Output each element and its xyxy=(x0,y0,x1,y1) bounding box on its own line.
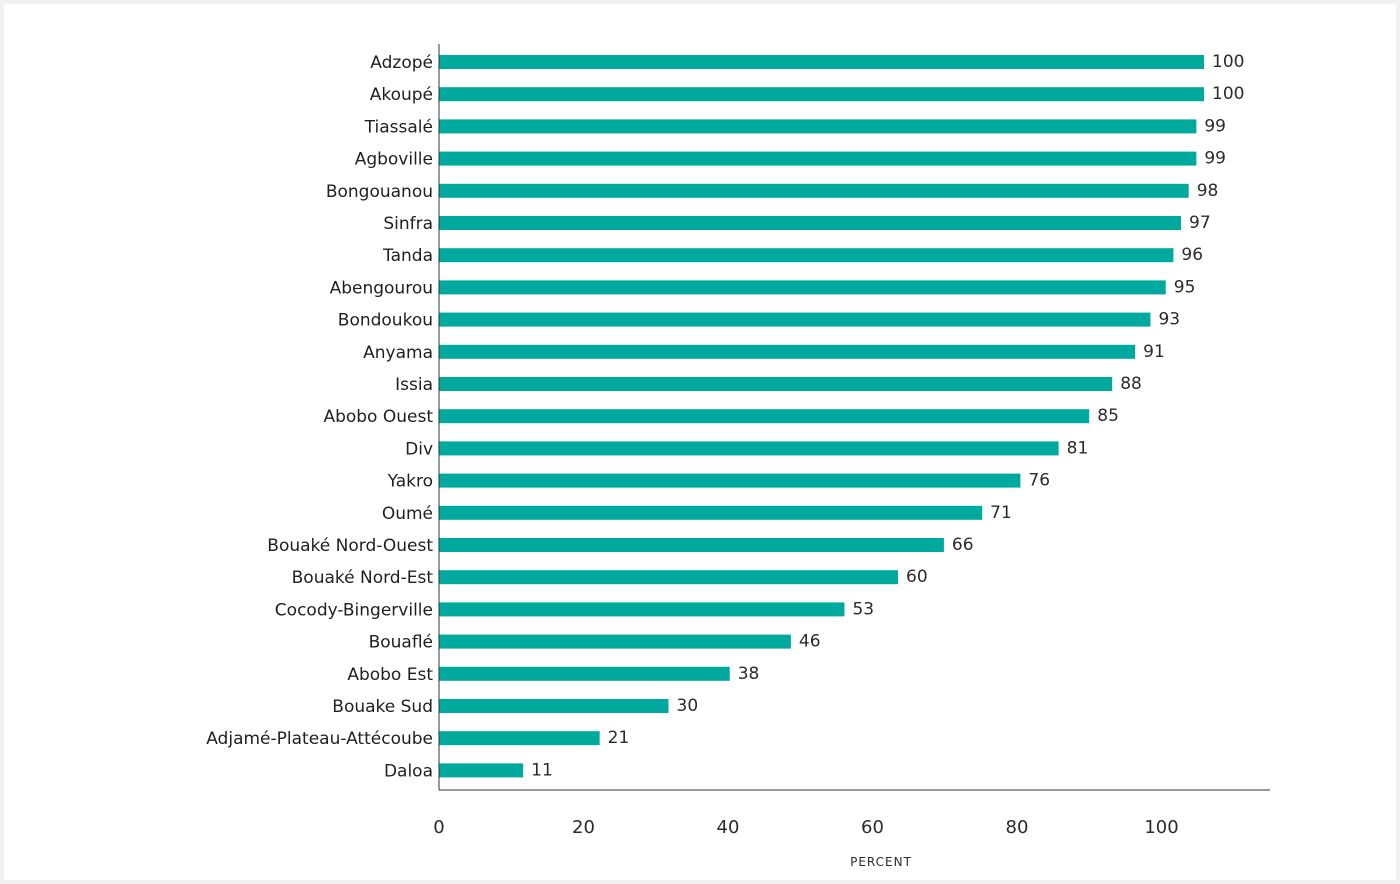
bar-6 xyxy=(439,248,1174,263)
bar-22 xyxy=(439,763,524,778)
bar-10 xyxy=(439,377,1113,391)
bar-21 xyxy=(439,731,600,746)
category-label-22: Daloa xyxy=(384,761,433,781)
value-label-14: 71 xyxy=(990,503,1012,523)
bar-20 xyxy=(439,699,669,713)
x-tick-label-5: 100 xyxy=(1144,817,1178,838)
category-labels: Adzopé Akoupé Tiassalé Agboville Bongouanou S… xyxy=(206,53,433,781)
value-label-21: 21 xyxy=(608,728,630,748)
x-tick-label-2: 40 xyxy=(717,817,740,838)
value-label-1: 100 xyxy=(1212,84,1244,104)
bar-18 xyxy=(439,634,791,649)
value-label-16: 60 xyxy=(906,567,928,587)
value-label-0: 100 xyxy=(1212,52,1244,72)
category-label-0: Adzopé xyxy=(370,53,433,73)
bar-chart: Adzopé Akoupé Tiassalé Agboville Bongouanou S… xyxy=(206,44,1270,869)
value-label-4: 98 xyxy=(1197,181,1219,201)
value-label-19: 38 xyxy=(738,664,760,684)
value-label-9: 91 xyxy=(1143,342,1165,362)
category-label-12: Div xyxy=(405,439,433,459)
category-label-2: Tiassalé xyxy=(364,117,433,137)
bar-3 xyxy=(439,151,1197,166)
value-label-2: 99 xyxy=(1204,116,1226,136)
bar-1 xyxy=(439,87,1204,102)
value-label-5: 97 xyxy=(1189,213,1211,233)
value-label-6: 96 xyxy=(1181,245,1203,265)
category-label-5: Sinfra xyxy=(383,214,433,234)
category-label-19: Abobo Est xyxy=(347,665,433,685)
x-tick-label-1: 20 xyxy=(572,817,595,838)
value-label-3: 99 xyxy=(1204,149,1226,169)
category-label-17: Cocody-Bingerville xyxy=(275,600,433,620)
bar-8 xyxy=(439,312,1151,327)
bar-0 xyxy=(439,55,1204,69)
category-label-7: Abengourou xyxy=(330,278,433,298)
category-label-21: Adjamé-Plateau-Attécoube xyxy=(206,729,433,749)
bar-17 xyxy=(439,602,845,617)
value-label-20: 30 xyxy=(677,696,699,716)
category-label-3: Agboville xyxy=(355,150,433,170)
bar-19 xyxy=(439,666,730,681)
x-axis-title: PERCENT xyxy=(850,855,912,869)
bar-2 xyxy=(439,119,1197,134)
category-label-20: Bouake Sud xyxy=(332,697,433,717)
category-label-13: Yakro xyxy=(387,472,433,492)
bar-9 xyxy=(439,344,1136,359)
x-tick-label-3: 60 xyxy=(861,817,884,838)
bar-14 xyxy=(439,505,983,520)
category-label-15: Bouaké Nord-Ouest xyxy=(267,536,433,556)
value-label-7: 95 xyxy=(1174,277,1196,297)
category-label-10: Issia xyxy=(395,375,433,395)
bar-15 xyxy=(439,538,944,552)
category-label-1: Akoupé xyxy=(370,85,433,105)
category-label-16: Bouaké Nord-Est xyxy=(292,568,434,588)
value-label-10: 88 xyxy=(1120,374,1142,394)
value-label-12: 81 xyxy=(1067,438,1089,458)
bar-11 xyxy=(439,409,1090,424)
bar-16 xyxy=(439,570,898,585)
category-label-11: Abobo Ouest xyxy=(323,407,433,427)
value-label-13: 76 xyxy=(1028,471,1050,491)
x-tick-label-0: 0 xyxy=(433,817,444,838)
category-label-9: Anyama xyxy=(363,343,433,363)
bars-group xyxy=(439,55,1204,778)
category-label-8: Bondoukou xyxy=(338,311,433,331)
chart-frame: Adzopé Akoupé Tiassalé Agboville Bongouanou S… xyxy=(4,4,1396,880)
value-label-17: 53 xyxy=(852,599,874,619)
value-label-18: 46 xyxy=(799,632,821,652)
bar-7 xyxy=(439,280,1166,295)
bar-13 xyxy=(439,473,1021,488)
x-tick-labels: 0 20 40 60 80 100 xyxy=(433,817,1178,838)
value-label-11: 85 xyxy=(1097,406,1119,426)
value-label-22: 11 xyxy=(531,760,553,780)
bar-5 xyxy=(439,216,1182,230)
category-label-6: Tanda xyxy=(382,246,433,266)
x-tick-label-4: 80 xyxy=(1006,817,1029,838)
value-label-8: 93 xyxy=(1158,310,1180,330)
value-label-15: 66 xyxy=(952,535,974,555)
category-label-18: Bouaflé xyxy=(369,633,433,653)
bar-4 xyxy=(439,183,1189,198)
category-label-14: Oumé xyxy=(382,504,433,524)
bar-12 xyxy=(439,441,1059,456)
category-label-4: Bongouanou xyxy=(326,182,433,202)
